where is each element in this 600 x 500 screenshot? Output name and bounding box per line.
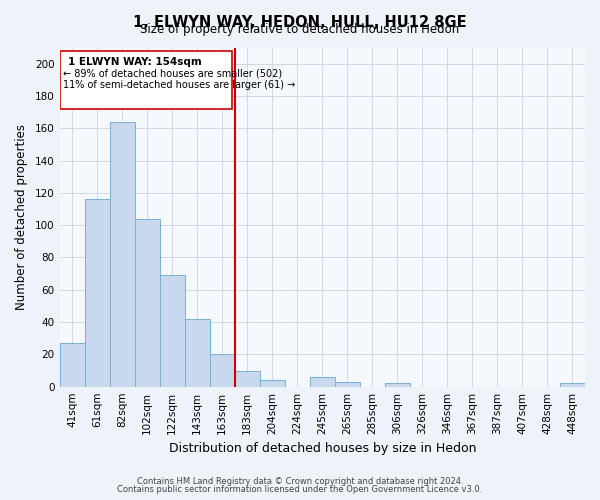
Bar (260, 380, 285, 386)
FancyBboxPatch shape (59, 50, 232, 109)
Text: Contains HM Land Registry data © Crown copyright and database right 2024.: Contains HM Land Registry data © Crown c… (137, 477, 463, 486)
Text: 1, ELWYN WAY, HEDON, HULL, HU12 8GE: 1, ELWYN WAY, HEDON, HULL, HU12 8GE (133, 15, 467, 30)
Bar (560, 384, 585, 386)
Bar (385, 384, 410, 386)
Text: 11% of semi-detached houses are larger (61) →: 11% of semi-detached houses are larger (… (64, 80, 296, 90)
X-axis label: Distribution of detached houses by size in Hedon: Distribution of detached houses by size … (169, 442, 476, 455)
Bar (85, 200, 110, 386)
Bar (59, 343, 85, 386)
Bar (160, 275, 185, 386)
Y-axis label: Number of detached properties: Number of detached properties (15, 124, 28, 310)
Bar (185, 319, 209, 386)
Text: Size of property relative to detached houses in Hedon: Size of property relative to detached ho… (140, 22, 460, 36)
Bar (335, 382, 360, 386)
Bar (209, 354, 235, 386)
Bar (310, 377, 335, 386)
Bar (134, 218, 160, 386)
Bar (235, 370, 260, 386)
Bar (110, 122, 134, 386)
Text: ← 89% of detached houses are smaller (502): ← 89% of detached houses are smaller (50… (64, 68, 283, 78)
Text: Contains public sector information licensed under the Open Government Licence v3: Contains public sector information licen… (118, 485, 482, 494)
Text: 1 ELWYN WAY: 154sqm: 1 ELWYN WAY: 154sqm (68, 57, 202, 67)
